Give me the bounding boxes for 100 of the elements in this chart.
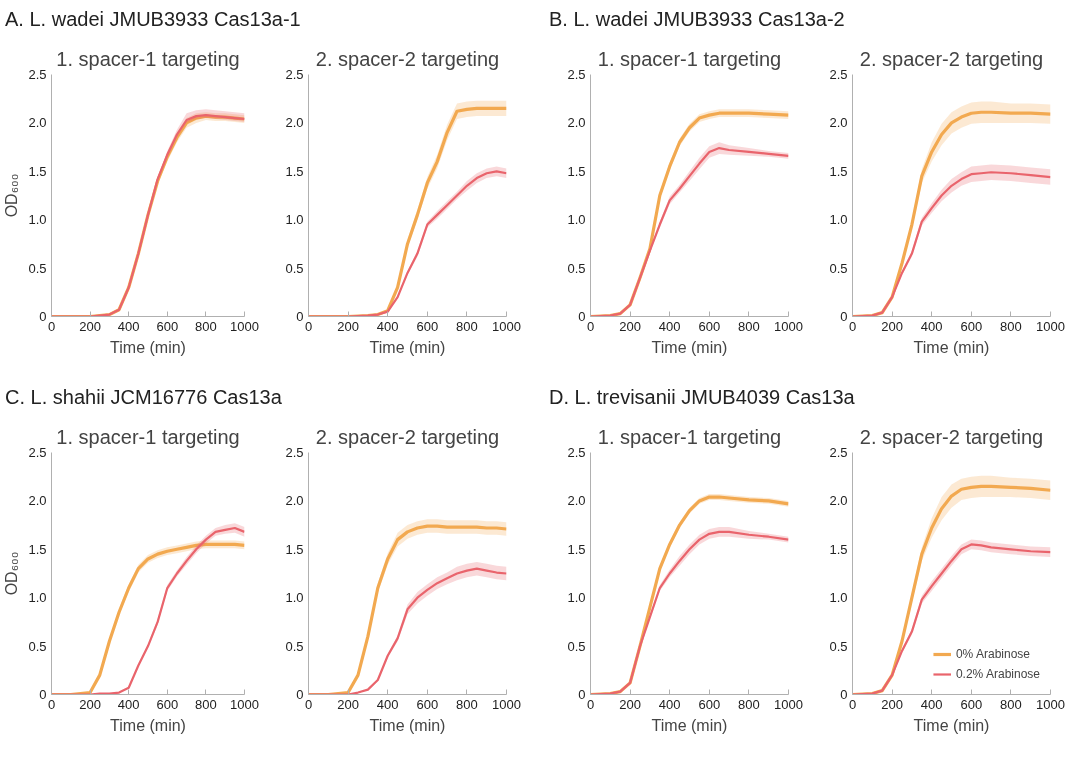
x-axis-title: Time (min) — [369, 716, 446, 734]
chart-title: 2. spacer-2 targeting — [859, 425, 1044, 448]
x-tick-label: 200 — [881, 318, 903, 334]
y-tick-label: 0.5 — [285, 260, 304, 276]
x-tick-label: 800 — [738, 696, 760, 712]
text: C. L. shahii JCM16776 Cas13a — [5, 385, 282, 410]
chart-title: 1. spacer-1 targeting — [56, 425, 240, 448]
x-tick-label: 600 — [416, 696, 439, 712]
x-tick-label: 800 — [738, 318, 760, 334]
y-tick-label: 1.5 — [829, 163, 848, 179]
y-tick-label: 1.5 — [28, 541, 47, 557]
x-tick-label: 800 — [456, 318, 478, 334]
y-tick-label: 1.0 — [285, 590, 304, 606]
x-tick-label: 600 — [156, 696, 179, 712]
x-tick-label: 800 — [1000, 696, 1022, 712]
y-tick-label: 1.5 — [285, 541, 304, 557]
x-axis-title: Time (min) — [913, 716, 990, 734]
y-tick-label: 2.0 — [28, 493, 47, 509]
y-tick-label: 2.0 — [829, 493, 848, 509]
y-tick-label: 2.5 — [567, 67, 586, 82]
x-tick-label: 200 — [79, 696, 101, 712]
x-tick-label: 400 — [376, 696, 399, 712]
y-tick-label: 0.5 — [567, 260, 586, 276]
y-tick-label: 0.5 — [829, 638, 848, 654]
chart-title: 2. spacer-2 targeting — [315, 425, 500, 448]
y-tick-label: 2.5 — [28, 445, 47, 460]
chart-title: 1. spacer-1 targeting — [597, 425, 782, 448]
y-axis-title: OD₆₀₀ — [3, 551, 21, 596]
y-tick-label: 2.0 — [567, 115, 586, 131]
x-tick-label: 200 — [619, 318, 641, 334]
x-axis-title: Time (min) — [651, 716, 728, 734]
y-tick-label: 2.0 — [285, 493, 304, 509]
y-tick-label: 1.5 — [28, 163, 47, 179]
x-tick-label: 400 — [920, 696, 943, 712]
x-tick-label: 400 — [920, 318, 943, 334]
x-tick-label: 200 — [337, 696, 359, 712]
x-tick-label: 600 — [416, 318, 439, 334]
x-tick-label: 400 — [658, 318, 681, 334]
y-tick-label: 2.0 — [285, 115, 304, 131]
y-tick-label: 1.5 — [567, 541, 586, 557]
y-tick-label: 2.5 — [567, 445, 586, 460]
y-tick-label: 0.5 — [567, 638, 586, 654]
x-tick-label: 800 — [195, 318, 217, 334]
chart-title: 2. spacer-2 targeting — [859, 47, 1044, 70]
x-tick-label: 400 — [658, 696, 681, 712]
y-tick-label: 1.0 — [829, 212, 848, 228]
y-tick-label: 2.5 — [285, 445, 304, 460]
y-tick-label: 1.0 — [28, 212, 47, 228]
y-tick-label: 0.5 — [28, 260, 47, 276]
text: B. L. wadei JMUB3933 Cas13a-2 — [549, 7, 845, 32]
y-tick-label: 1.0 — [28, 590, 47, 606]
chart-title: 1. spacer-1 targeting — [56, 47, 240, 70]
y-tick-label: 0.5 — [829, 260, 848, 276]
x-tick-label: 1000 — [492, 318, 521, 334]
x-tick-label: 1000 — [774, 696, 803, 712]
text: D. L. trevisanii JMUB4039 Cas13a — [549, 385, 855, 410]
y-tick-label: 2.0 — [28, 115, 47, 131]
y-tick-label: 0.5 — [28, 638, 47, 654]
chart-title: 2. spacer-2 targeting — [315, 47, 500, 70]
y-tick-label: 1.5 — [285, 163, 304, 179]
x-tick-label: 1000 — [1036, 696, 1065, 712]
y-tick-label: 1.0 — [285, 212, 304, 228]
x-tick-label: 1000 — [492, 696, 521, 712]
x-tick-label: 1000 — [774, 318, 803, 334]
y-tick-label: 0.5 — [285, 638, 304, 654]
x-axis-title: Time (min) — [110, 716, 186, 734]
y-tick-label: 1.5 — [567, 163, 586, 179]
y-tick-label: 2.5 — [285, 67, 304, 82]
y-tick-label: 2.5 — [829, 67, 848, 82]
x-tick-label: 800 — [456, 696, 478, 712]
x-tick-label: 400 — [117, 696, 140, 712]
x-tick-label: 800 — [1000, 318, 1022, 334]
y-tick-label: 2.5 — [28, 67, 47, 82]
x-tick-label: 1000 — [230, 696, 259, 712]
text: A. L. wadei JMUB3933 Cas13a-1 — [5, 7, 301, 32]
x-tick-label: 200 — [881, 696, 903, 712]
x-tick-label: 200 — [79, 318, 101, 334]
x-tick-label: 600 — [156, 318, 179, 334]
x-axis-title: Time (min) — [110, 338, 186, 356]
x-tick-label: 400 — [117, 318, 140, 334]
y-tick-label: 1.0 — [567, 212, 586, 228]
y-tick-label: 1.0 — [829, 590, 848, 606]
x-tick-label: 600 — [960, 318, 983, 334]
x-tick-label: 600 — [960, 696, 983, 712]
legend-label: 0.2% Arabinose — [955, 667, 1040, 681]
y-axis-title: OD₆₀₀ — [3, 173, 21, 218]
chart-title: 1. spacer-1 targeting — [597, 47, 782, 70]
x-axis-title: Time (min) — [651, 338, 728, 356]
x-axis-title: Time (min) — [913, 338, 990, 356]
y-tick-label: 1.0 — [567, 590, 586, 606]
y-tick-label: 2.5 — [829, 445, 848, 460]
x-axis-title: Time (min) — [369, 338, 446, 356]
y-tick-label: 2.0 — [567, 493, 586, 509]
x-tick-label: 1000 — [1036, 318, 1065, 334]
x-tick-label: 400 — [376, 318, 399, 334]
y-tick-label: 1.5 — [829, 541, 848, 557]
x-tick-label: 200 — [337, 318, 359, 334]
y-tick-label: 2.0 — [829, 115, 848, 131]
legend-label: 0% Arabinose — [955, 647, 1030, 661]
x-tick-label: 800 — [195, 696, 217, 712]
